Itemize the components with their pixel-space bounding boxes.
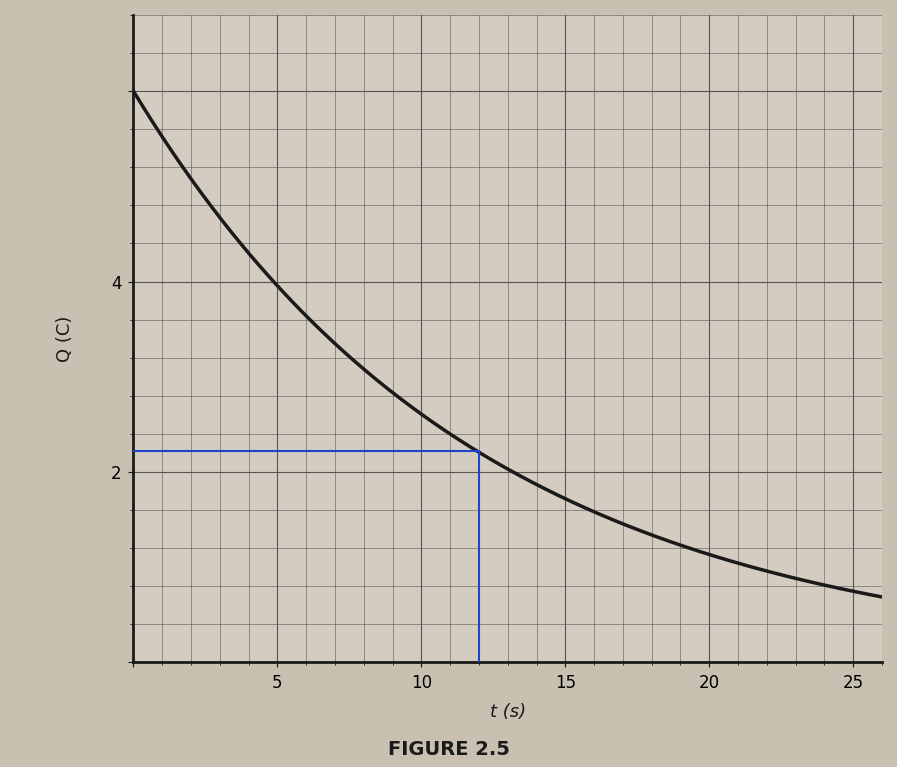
Text: 0.37Q₀: 0.37Q₀ [0, 766, 1, 767]
Text: $\tau$: $\tau$ [0, 766, 1, 767]
Text: FIGURE 2.5: FIGURE 2.5 [388, 740, 509, 759]
Y-axis label: Q (C): Q (C) [56, 315, 74, 362]
Text: Q₀: Q₀ [0, 766, 1, 767]
X-axis label: t (s): t (s) [490, 703, 526, 721]
